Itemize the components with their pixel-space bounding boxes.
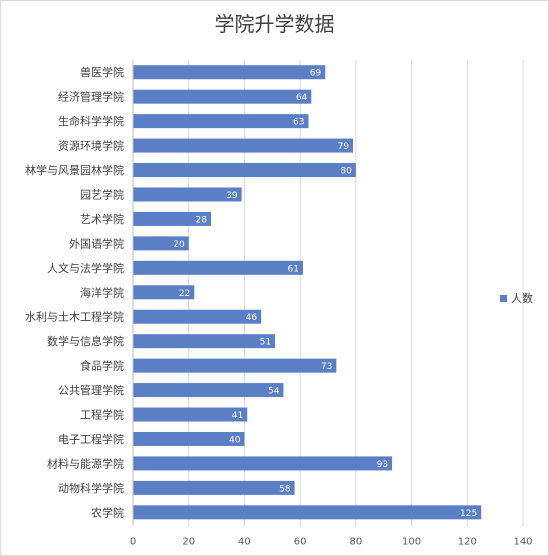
bar — [133, 236, 189, 251]
bar — [133, 138, 354, 153]
category-label: 水利与土木工程学院 — [25, 310, 124, 324]
x-tick-label: 100 — [402, 537, 421, 548]
category-label: 外国语学院 — [69, 236, 124, 250]
category-label: 公共管理学院 — [58, 383, 124, 397]
x-tick-label: 20 — [182, 537, 195, 548]
data-label: 93 — [377, 460, 388, 470]
bar — [133, 334, 276, 349]
data-label: 28 — [196, 215, 208, 225]
data-label: 41 — [232, 411, 243, 421]
bar — [133, 89, 312, 104]
category-label: 海洋学院 — [80, 285, 124, 299]
bar — [133, 260, 303, 275]
x-tick-label: 140 — [513, 537, 532, 548]
category-label: 经济管理学院 — [58, 90, 124, 104]
category-label: 生命科学学院 — [58, 114, 124, 128]
category-label: 材料与能源学院 — [47, 456, 124, 470]
chart-title: 学院升学数据 — [214, 12, 335, 36]
data-label: 69 — [310, 69, 322, 79]
category-label: 食品学院 — [80, 359, 124, 373]
bar — [133, 456, 393, 471]
category-label: 资源环境学院 — [58, 139, 124, 153]
category-label: 人文与法学学院 — [47, 261, 124, 275]
bar — [133, 480, 295, 495]
data-label: 22 — [179, 289, 190, 299]
bar — [133, 187, 242, 202]
bar — [133, 358, 337, 373]
data-label: 20 — [173, 240, 185, 250]
bar — [133, 65, 326, 80]
bar — [133, 114, 309, 129]
data-label: 63 — [293, 118, 304, 128]
x-tick-label: 40 — [238, 537, 251, 548]
category-label: 林学与风景园林学院 — [25, 163, 124, 177]
bar — [133, 309, 262, 324]
category-label: 兽医学院 — [80, 65, 124, 79]
bar — [133, 285, 195, 300]
bar — [133, 505, 482, 520]
legend-label: 人数 — [511, 292, 533, 305]
data-label: 61 — [287, 264, 298, 274]
bar — [133, 163, 356, 178]
data-label: 40 — [229, 435, 241, 445]
data-label: 125 — [460, 509, 477, 519]
data-label: 51 — [260, 338, 271, 348]
data-label: 79 — [338, 142, 350, 152]
data-label: 58 — [279, 484, 291, 494]
category-label: 艺术学院 — [80, 212, 124, 226]
x-tick-label: 120 — [458, 537, 477, 548]
legend-swatch — [500, 294, 507, 302]
bar — [133, 383, 284, 398]
x-tick-label: 0 — [130, 537, 136, 548]
bar — [133, 407, 248, 422]
data-label: 46 — [246, 313, 258, 323]
category-label: 电子工程学院 — [58, 432, 124, 446]
bar — [133, 211, 211, 226]
category-label: 动物科学学院 — [58, 481, 124, 495]
data-label: 73 — [321, 362, 332, 372]
x-tick-label: 80 — [349, 537, 362, 548]
data-label: 80 — [340, 167, 352, 177]
category-label: 工程学院 — [80, 408, 124, 422]
category-label: 数学与信息学院 — [47, 334, 124, 348]
legend: 人数 — [500, 290, 533, 306]
bar — [133, 431, 245, 446]
data-label: 39 — [226, 191, 238, 201]
data-label: 54 — [268, 387, 280, 397]
category-label: 园艺学院 — [80, 187, 124, 201]
x-tick-label: 60 — [294, 537, 307, 548]
category-label: 农学院 — [91, 505, 124, 519]
data-label: 64 — [296, 93, 308, 103]
